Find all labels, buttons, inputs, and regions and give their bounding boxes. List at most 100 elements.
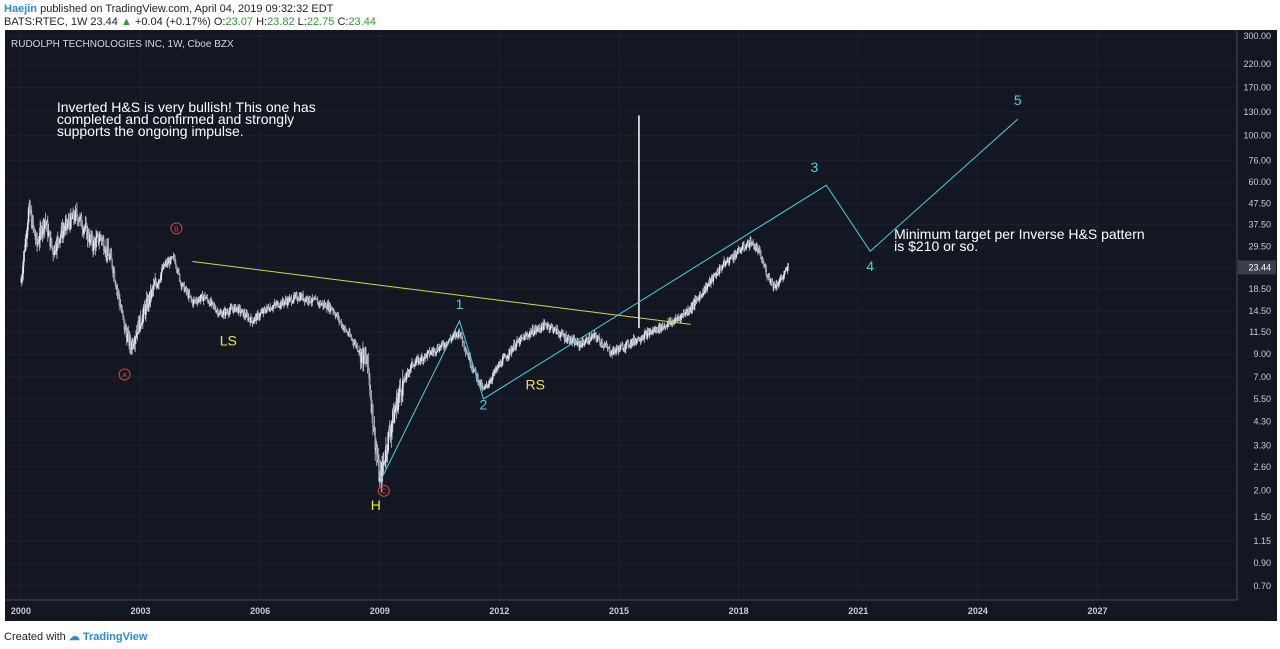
candle-body xyxy=(583,343,586,345)
candle-body xyxy=(273,305,275,306)
candle-body xyxy=(368,369,370,379)
candle-body xyxy=(55,250,58,252)
last-price: 23.44 xyxy=(90,16,118,28)
candle-body xyxy=(558,332,561,336)
candle-body xyxy=(400,389,403,396)
candle-body xyxy=(777,284,780,285)
candle-body xyxy=(53,254,55,255)
candle-body xyxy=(274,303,277,305)
candle-body xyxy=(582,339,584,343)
candle-body xyxy=(738,248,741,251)
candle-body xyxy=(135,336,137,339)
candle-body xyxy=(221,312,223,317)
y-tick-label: 11.50 xyxy=(1249,327,1271,337)
candle-body xyxy=(553,327,556,331)
candle-body xyxy=(134,338,136,344)
candle-body xyxy=(661,325,664,328)
candle-body xyxy=(233,306,235,313)
candle-body xyxy=(175,266,178,271)
tradingview-brand[interactable]: TradingView xyxy=(82,631,148,643)
candle-body xyxy=(271,308,274,310)
y-tick-label: 1.50 xyxy=(1253,512,1271,522)
candle-body xyxy=(190,296,192,300)
candle-body xyxy=(369,390,372,398)
y-tick-label: 5.50 xyxy=(1253,394,1271,404)
candle-body xyxy=(482,386,485,389)
candle-body xyxy=(158,279,160,284)
candle-body xyxy=(267,306,269,308)
candle-body xyxy=(704,290,706,293)
wave-label-1: 1 xyxy=(456,296,464,312)
chart-area[interactable]: 300.00 220.00 170.00 130.00 100.00 76.00 60.00… xyxy=(5,30,1277,621)
y-tick-label: 76.00 xyxy=(1248,156,1271,166)
candle-body xyxy=(80,215,83,227)
candle-body xyxy=(342,328,345,330)
candle-body xyxy=(150,290,153,299)
candle-body xyxy=(385,446,387,461)
candle-body xyxy=(413,366,416,367)
candle-body xyxy=(787,266,790,268)
candle-body xyxy=(103,250,106,253)
candle-body xyxy=(252,321,255,324)
candle-body xyxy=(152,285,155,290)
candle-body xyxy=(378,478,381,482)
candle-body xyxy=(689,309,692,312)
candle-body xyxy=(139,315,142,325)
candle-body xyxy=(132,344,135,347)
candle-body xyxy=(500,362,502,366)
y-tick-label: 3.30 xyxy=(1253,440,1271,450)
candle-body xyxy=(615,349,617,353)
candle-body xyxy=(116,288,119,292)
candle-body xyxy=(114,280,117,285)
candle-body xyxy=(431,351,433,352)
candle-body xyxy=(143,306,146,309)
candle-body xyxy=(288,298,291,303)
candle-body xyxy=(385,446,388,453)
candle-body xyxy=(664,325,667,327)
candle-body xyxy=(120,307,123,312)
candle-body xyxy=(429,353,432,355)
candle-body xyxy=(155,281,157,285)
candle-body xyxy=(73,211,75,220)
candle-body xyxy=(25,238,28,240)
candle-body xyxy=(296,294,298,300)
candle-body xyxy=(349,331,351,336)
candle-body xyxy=(625,343,627,349)
candle-body xyxy=(338,316,340,322)
candle-body xyxy=(357,350,360,352)
candle-body xyxy=(756,246,758,249)
candle-body xyxy=(200,294,202,299)
candle-body xyxy=(584,342,587,344)
candle-body xyxy=(670,322,672,324)
candle-body xyxy=(710,278,712,284)
publish-header: Haejin published on TradingView.com, Apr… xyxy=(0,0,1280,30)
candle-body xyxy=(346,331,349,335)
candle-body xyxy=(766,275,768,277)
tradingview-logo-icon[interactable]: ☁ xyxy=(68,631,80,643)
candle-body xyxy=(294,295,297,297)
price-chart[interactable]: 300.00 220.00 170.00 130.00 100.00 76.00 60.00… xyxy=(5,30,1277,621)
candle-body xyxy=(571,341,574,343)
candle-body xyxy=(453,334,455,336)
candle-body xyxy=(245,313,248,318)
candle-body xyxy=(87,231,90,240)
candle-body xyxy=(302,294,304,301)
high-label: H: xyxy=(256,16,268,28)
author-link[interactable]: Haejin xyxy=(4,3,38,15)
current-price-marker xyxy=(1238,260,1276,275)
candle-body xyxy=(68,220,71,224)
candle-body xyxy=(434,352,437,354)
annotation-1-line-1: is $210 or so. xyxy=(894,238,978,254)
candle-body xyxy=(783,274,785,277)
candle-body xyxy=(463,341,465,348)
candle-body xyxy=(117,291,120,293)
candle-body xyxy=(141,322,143,325)
candle-body xyxy=(325,304,327,309)
candle-body xyxy=(762,260,764,264)
candle-body xyxy=(706,285,708,290)
candle-body xyxy=(489,380,491,384)
candle-body xyxy=(540,323,543,331)
candle-body xyxy=(538,327,541,330)
candle-body xyxy=(691,304,694,310)
candle-body xyxy=(442,343,445,347)
